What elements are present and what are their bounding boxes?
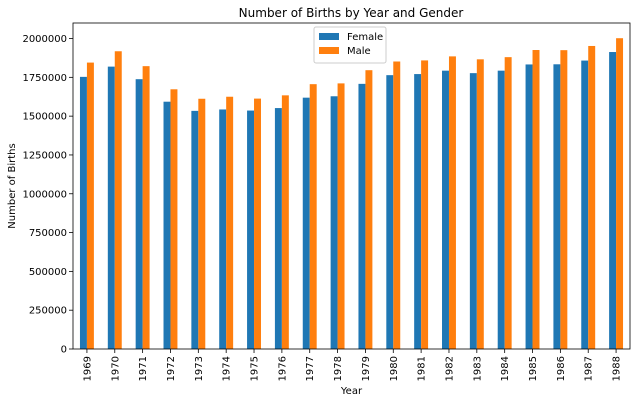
x-tick-label: 1976 [277,356,288,381]
bar-female-1969 [79,76,87,350]
x-tick-label: 1988 [612,356,623,381]
plot-frame [72,22,631,350]
bar-female-1975 [247,110,255,349]
bar-male-1978 [337,83,345,349]
y-tick-label: 1750000 [22,73,67,84]
bar-male-1988 [616,38,624,350]
bar-male-1984 [504,57,512,350]
bar-male-1976 [281,95,289,350]
bars-group [79,38,624,350]
x-tick-label: 1984 [500,356,511,381]
y-axis-ticks: 0 250000 500000 750000 1000000 1250000 1500000… [22,34,73,356]
x-tick-label: 1987 [584,356,595,381]
bar-female-1987 [581,60,589,349]
bar-female-1971 [135,79,143,349]
bar-male-1980 [393,61,401,349]
legend-label-female: Female [347,32,383,43]
bar-female-1974 [219,109,227,349]
x-tick-label: 1983 [472,356,483,381]
bar-female-1983 [469,73,477,349]
bar-male-1982 [448,56,456,349]
bar-male-1970 [114,51,122,350]
y-tick-label: 1500000 [22,112,67,123]
bar-male-1985 [532,50,540,350]
bar-male-1973 [198,98,206,349]
y-tick-label: 0 [61,345,67,356]
bar-male-1975 [254,98,261,349]
x-tick-label: 1982 [444,356,455,381]
x-tick-label: 1972 [166,356,177,381]
x-tick-label: 1973 [194,356,205,381]
bar-female-1980 [386,75,394,349]
x-tick-label: 1971 [138,356,149,381]
bar-male-1977 [309,84,317,349]
y-tick-label: 500000 [29,267,67,278]
bar-female-1979 [358,83,366,349]
bar-male-1983 [476,59,484,349]
bar-female-1978 [330,96,338,349]
x-axis-label: Year [340,386,363,397]
bar-female-1977 [302,97,310,349]
bar-male-1971 [142,66,150,349]
x-tick-label: 1978 [333,356,344,381]
legend-swatch-male [319,47,339,54]
bar-male-1981 [421,60,429,349]
bar-male-1987 [588,45,596,349]
legend-label-male: Male [347,46,371,57]
bar-female-1970 [107,66,115,350]
bar-female-1986 [553,64,561,349]
bar-male-1986 [560,50,568,350]
bar-female-1981 [414,74,422,349]
legend-swatch-female [319,33,339,40]
bar-female-1976 [274,108,282,350]
y-tick-label: 1000000 [22,189,67,200]
y-tick-label: 250000 [29,306,67,317]
x-tick-label: 1986 [556,356,567,381]
x-tick-label: 1980 [389,356,400,381]
y-axis-label: Number of Births [7,143,18,228]
bar-female-1973 [191,110,199,349]
x-tick-label: 1974 [222,356,233,381]
bar-male-1974 [226,96,234,349]
x-tick-label: 1979 [361,356,372,381]
x-tick-label: 1975 [250,356,261,381]
x-tick-label: 1977 [305,356,316,381]
bar-female-1985 [525,64,533,349]
bar-female-1982 [442,70,449,350]
bar-female-1972 [163,101,171,349]
x-tick-label: 1981 [417,356,428,381]
bar-female-1984 [497,70,505,350]
y-tick-label: 750000 [29,228,67,239]
y-tick-label: 1250000 [22,150,67,161]
bar-male-1969 [86,62,94,349]
bar-male-1979 [365,70,373,349]
bar-male-1972 [170,89,178,349]
legend: Female Male [313,26,387,64]
x-tick-label: 1985 [528,356,539,381]
x-tick-label: 1969 [82,356,93,381]
chart-title: Number of Births by Year and Gender [239,6,464,20]
x-axis-ticks: 1969 1970 1971 1972 1973 1974 1975 1976 1977 1978… [82,349,623,381]
y-tick-label: 2000000 [22,34,67,45]
bar-female-1988 [609,52,617,350]
x-tick-label: 1970 [110,356,121,381]
